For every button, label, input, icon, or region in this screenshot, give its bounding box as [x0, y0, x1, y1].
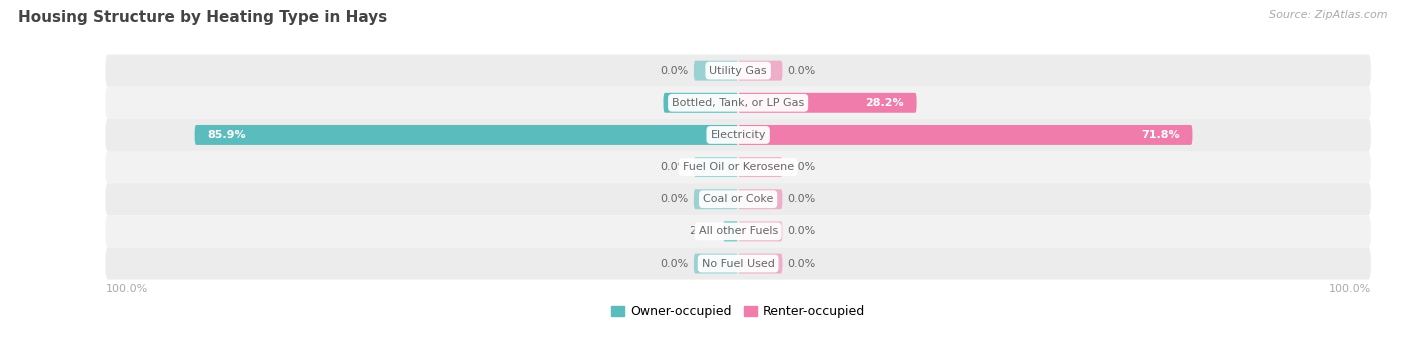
Text: Housing Structure by Heating Type in Hays: Housing Structure by Heating Type in Hay…: [18, 10, 388, 25]
Text: 11.8%: 11.8%: [676, 98, 714, 108]
Text: Utility Gas: Utility Gas: [710, 65, 766, 76]
FancyBboxPatch shape: [738, 157, 782, 177]
FancyBboxPatch shape: [723, 221, 738, 241]
Text: 100.0%: 100.0%: [105, 284, 148, 294]
Text: 2.4%: 2.4%: [689, 226, 718, 236]
FancyBboxPatch shape: [105, 87, 1371, 119]
FancyBboxPatch shape: [194, 125, 738, 145]
Text: Bottled, Tank, or LP Gas: Bottled, Tank, or LP Gas: [672, 98, 804, 108]
FancyBboxPatch shape: [695, 157, 738, 177]
Text: 100.0%: 100.0%: [1329, 284, 1371, 294]
Text: 0.0%: 0.0%: [661, 194, 689, 204]
Text: 0.0%: 0.0%: [787, 65, 815, 76]
Text: Electricity: Electricity: [710, 130, 766, 140]
FancyBboxPatch shape: [738, 61, 782, 80]
FancyBboxPatch shape: [738, 125, 1192, 145]
FancyBboxPatch shape: [738, 221, 782, 241]
Text: 0.0%: 0.0%: [787, 162, 815, 172]
Text: Fuel Oil or Kerosene: Fuel Oil or Kerosene: [682, 162, 794, 172]
FancyBboxPatch shape: [738, 93, 917, 113]
Text: Coal or Coke: Coal or Coke: [703, 194, 773, 204]
Text: 0.0%: 0.0%: [787, 226, 815, 236]
FancyBboxPatch shape: [105, 55, 1371, 87]
Text: 71.8%: 71.8%: [1142, 130, 1180, 140]
Text: 85.9%: 85.9%: [207, 130, 246, 140]
FancyBboxPatch shape: [695, 254, 738, 273]
FancyBboxPatch shape: [105, 215, 1371, 248]
FancyBboxPatch shape: [105, 248, 1371, 280]
FancyBboxPatch shape: [738, 189, 782, 209]
Text: No Fuel Used: No Fuel Used: [702, 258, 775, 269]
FancyBboxPatch shape: [695, 61, 738, 80]
Legend: Owner-occupied, Renter-occupied: Owner-occupied, Renter-occupied: [606, 300, 870, 323]
FancyBboxPatch shape: [695, 189, 738, 209]
FancyBboxPatch shape: [105, 119, 1371, 151]
Text: 0.0%: 0.0%: [661, 258, 689, 269]
FancyBboxPatch shape: [738, 254, 782, 273]
Text: 0.0%: 0.0%: [787, 258, 815, 269]
FancyBboxPatch shape: [664, 93, 738, 113]
Text: Source: ZipAtlas.com: Source: ZipAtlas.com: [1270, 10, 1388, 20]
FancyBboxPatch shape: [105, 183, 1371, 215]
Text: 0.0%: 0.0%: [787, 194, 815, 204]
Text: 28.2%: 28.2%: [865, 98, 904, 108]
FancyBboxPatch shape: [105, 151, 1371, 183]
Text: 0.0%: 0.0%: [661, 162, 689, 172]
Text: 0.0%: 0.0%: [661, 65, 689, 76]
Text: All other Fuels: All other Fuels: [699, 226, 778, 236]
